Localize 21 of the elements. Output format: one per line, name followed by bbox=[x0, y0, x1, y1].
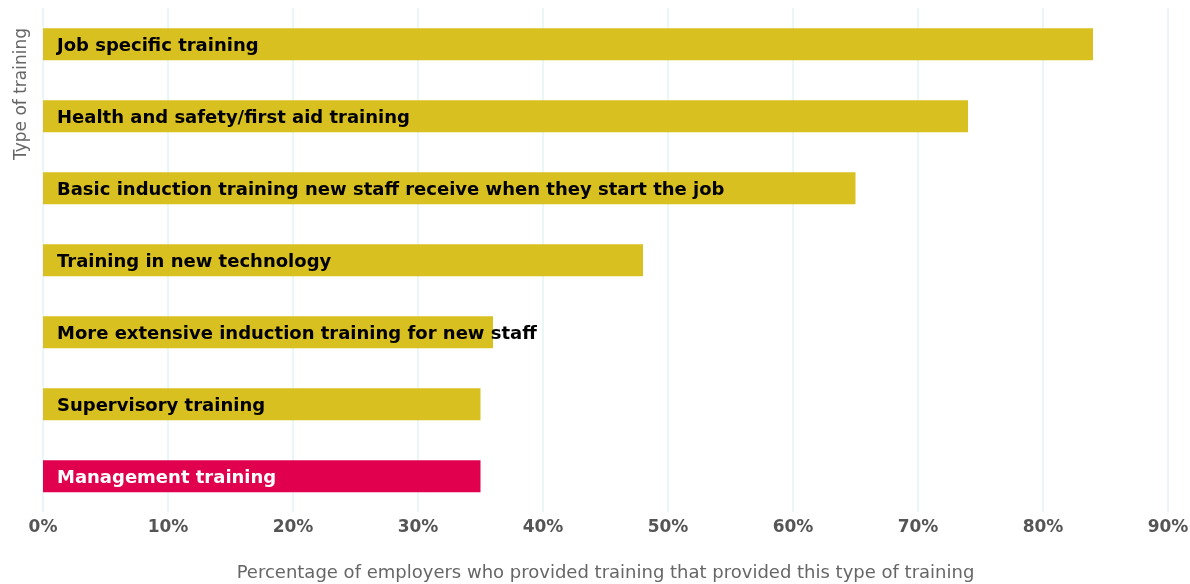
y-axis-title: Type of training bbox=[10, 27, 30, 162]
y-tick-label: Health and safety/first aid training bbox=[57, 106, 410, 127]
x-tick-label: 60% bbox=[772, 516, 814, 537]
y-tick-label: Supervisory training bbox=[57, 394, 266, 415]
x-tick-label: 10% bbox=[147, 516, 189, 537]
x-tick-label: 20% bbox=[272, 516, 314, 537]
y-tick-label: Basic induction training new staff receive when they start the job bbox=[57, 178, 725, 199]
x-tick-label: 70% bbox=[897, 516, 939, 537]
y-tick-label: Job specific training bbox=[55, 34, 259, 55]
x-tick-label: 0% bbox=[28, 516, 58, 537]
y-tick-label: Training in new technology bbox=[57, 250, 332, 271]
y-tick-label: Management training bbox=[57, 466, 277, 487]
bar bbox=[43, 244, 643, 277]
x-tick-label: 30% bbox=[397, 516, 439, 537]
x-tick-label: 90% bbox=[1147, 516, 1189, 537]
x-axis-title: Percentage of employers who provided training that provided this type of training bbox=[236, 561, 975, 582]
x-tick-label: 80% bbox=[1022, 516, 1064, 537]
bar bbox=[43, 28, 1093, 61]
x-tick-label: 40% bbox=[522, 516, 564, 537]
x-tick-label: 50% bbox=[647, 516, 689, 537]
bar bbox=[43, 100, 968, 133]
